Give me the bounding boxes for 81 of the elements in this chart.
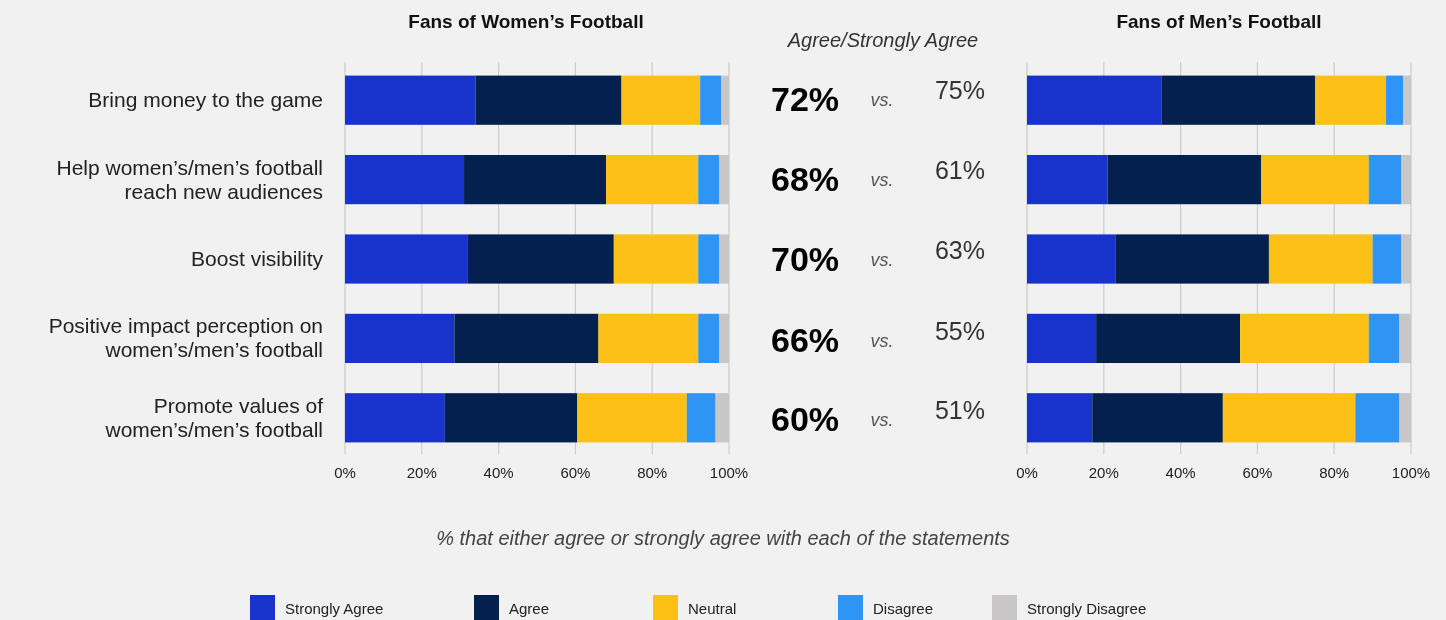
text: vs.: [870, 170, 894, 190]
bar: [1368, 313, 1400, 364]
bar: [1027, 393, 1093, 443]
bar: [345, 154, 465, 205]
legend-label: Neutral: [688, 600, 737, 617]
bar: [1268, 234, 1373, 284]
x-tick-label: 40%: [1165, 464, 1196, 481]
text: 55%: [934, 317, 986, 345]
bar: [1092, 393, 1223, 443]
y-tick-label: Help women’s/men’s football reach new audiences: [56, 155, 323, 203]
text: 51%: [934, 396, 986, 424]
y-tick-label: Bring money to the game: [88, 88, 323, 112]
bar: [698, 234, 720, 284]
bar: [345, 234, 468, 284]
bar: [467, 234, 614, 284]
bar: [454, 313, 599, 364]
text: 70%: [770, 240, 840, 278]
bar: [613, 234, 699, 284]
bar: [606, 154, 699, 205]
bar: [345, 313, 455, 364]
chart-title: Fans of Women’s Football: [408, 11, 644, 32]
x-tick-label: 100%: [1391, 464, 1431, 481]
bar: [1315, 75, 1387, 125]
text: 66%: [770, 321, 840, 359]
bar: [1240, 313, 1369, 364]
bar: [621, 75, 701, 125]
text: 60%: [770, 400, 840, 438]
y-tick-label: Boost visibility: [191, 247, 324, 270]
bar: [698, 154, 720, 205]
text: % that either agree or strongly agree with each of the statements: [436, 527, 1010, 549]
x-tick-label: 0%: [1016, 464, 1038, 481]
bar: [1386, 75, 1404, 125]
x-tick-label: 0%: [334, 464, 356, 481]
x-tick-label: 60%: [1242, 464, 1273, 481]
x-tick-label: 100%: [709, 464, 749, 481]
bar: [1355, 393, 1400, 443]
bar: [444, 393, 578, 443]
x-tick-label: 40%: [483, 464, 514, 481]
text: 68%: [770, 160, 840, 198]
legend-label: Agree: [509, 600, 550, 617]
x-tick-label: 20%: [406, 464, 437, 481]
bar: [475, 75, 622, 125]
text: vs.: [870, 90, 894, 110]
bar: [1096, 313, 1241, 364]
bar: [1027, 313, 1097, 364]
bar: [1027, 234, 1116, 284]
bar: [464, 154, 607, 205]
bar: [1107, 154, 1262, 205]
bar: [1115, 234, 1269, 284]
legend-label: Strongly Agree: [285, 600, 384, 617]
chart-title: Fans of Men’s Football: [1116, 11, 1322, 32]
x-tick-label: 20%: [1088, 464, 1119, 481]
x-tick-label: 80%: [637, 464, 668, 481]
text: 75%: [934, 76, 986, 104]
text: Agree/Strongly Agree: [786, 29, 979, 51]
bar: [698, 313, 720, 364]
bar: [1161, 75, 1315, 125]
text: 63%: [934, 236, 986, 264]
legend-label: Disagree: [873, 600, 934, 617]
y-tick-label: Promote values of women’s/men’s football: [104, 393, 324, 441]
bar: [345, 393, 445, 443]
text: vs.: [870, 250, 894, 270]
bar: [598, 313, 699, 364]
y-tick-label: Positive impact perception on women’s/men’s football: [48, 314, 323, 362]
bar: [686, 393, 716, 443]
text: 72%: [770, 80, 840, 118]
bar: [1372, 234, 1402, 284]
bar: [1222, 393, 1356, 443]
bar: [1027, 154, 1108, 205]
bar: [345, 75, 476, 125]
legend-label: Strongly Disagree: [1027, 600, 1147, 617]
text: vs.: [870, 410, 894, 430]
x-tick-label: 80%: [1319, 464, 1350, 481]
bar: [577, 393, 687, 443]
bar: [1027, 75, 1162, 125]
x-tick-label: 60%: [560, 464, 591, 481]
bar: [1261, 154, 1369, 205]
bar: [1368, 154, 1402, 205]
text: vs.: [870, 331, 894, 351]
bar: [700, 75, 722, 125]
text: 61%: [934, 156, 986, 184]
